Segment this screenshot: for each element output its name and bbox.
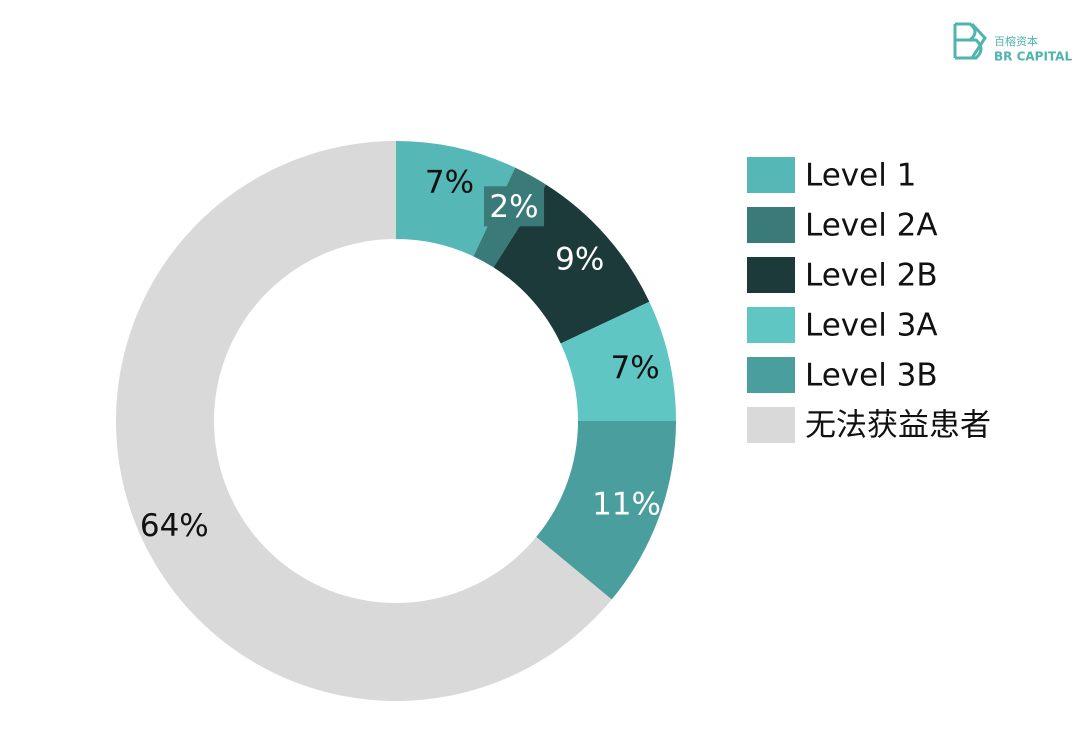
data-label: 11% bbox=[592, 486, 661, 522]
legend-label: Level 1 bbox=[805, 158, 916, 194]
slice bbox=[396, 141, 516, 257]
legend-label: Level 3B bbox=[805, 358, 938, 394]
data-label: 7% bbox=[425, 164, 474, 200]
data-label: 64% bbox=[140, 508, 209, 544]
data-label: 2% bbox=[489, 189, 538, 225]
legend-swatch bbox=[747, 407, 795, 443]
legend-label: 无法获益患者 bbox=[805, 408, 991, 444]
legend-label: Level 2A bbox=[805, 208, 938, 244]
slice bbox=[560, 301, 676, 421]
legend-swatch bbox=[747, 157, 795, 193]
legend-label: Level 2B bbox=[805, 258, 938, 294]
logo-name: 百榕资本 bbox=[994, 34, 1038, 48]
logo-subtitle: BR CAPITAL bbox=[994, 50, 1072, 64]
logo: 百榕资本 BR CAPITAL bbox=[953, 22, 1072, 64]
legend-label: Level 3A bbox=[805, 308, 938, 344]
slice bbox=[115, 141, 612, 702]
label-bg bbox=[484, 186, 545, 227]
legend-swatch bbox=[747, 257, 795, 293]
legend-swatch bbox=[747, 357, 795, 393]
data-label: 9% bbox=[555, 241, 604, 277]
legend-swatch bbox=[747, 207, 795, 243]
logo-mark bbox=[953, 22, 987, 60]
data-label: 7% bbox=[611, 350, 660, 386]
legend-swatch bbox=[747, 307, 795, 343]
slice bbox=[536, 421, 676, 600]
